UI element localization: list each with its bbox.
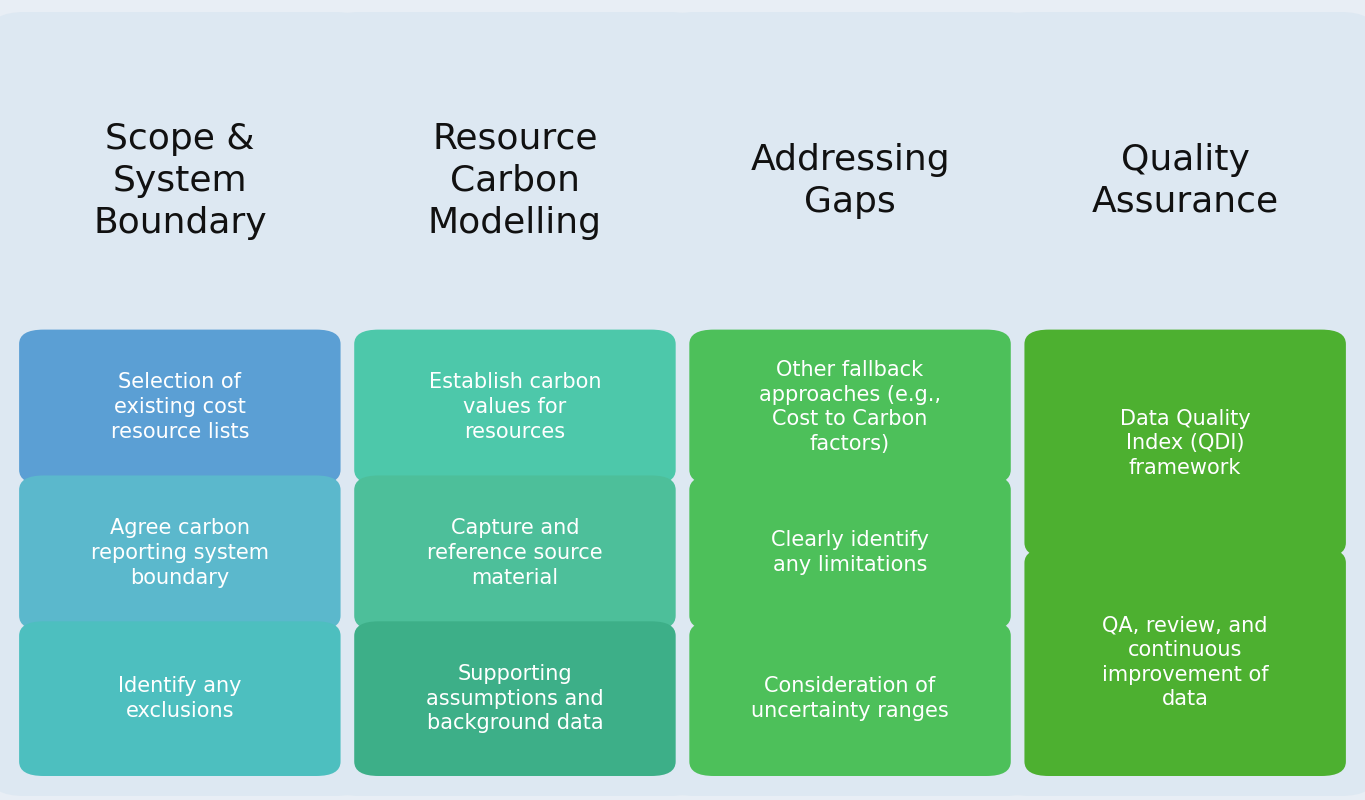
Text: Quality
Assurance: Quality Assurance bbox=[1092, 142, 1279, 219]
Text: QA, review, and
continuous
improvement of
data: QA, review, and continuous improvement o… bbox=[1102, 615, 1268, 710]
FancyBboxPatch shape bbox=[355, 330, 676, 484]
Text: Resource
Carbon
Modelling: Resource Carbon Modelling bbox=[429, 122, 602, 240]
FancyBboxPatch shape bbox=[355, 475, 676, 630]
FancyBboxPatch shape bbox=[19, 622, 341, 776]
FancyBboxPatch shape bbox=[0, 12, 369, 796]
Text: Consideration of
uncertainty ranges: Consideration of uncertainty ranges bbox=[751, 676, 949, 721]
Text: Supporting
assumptions and
background data: Supporting assumptions and background da… bbox=[426, 664, 603, 734]
FancyBboxPatch shape bbox=[1024, 549, 1346, 776]
FancyBboxPatch shape bbox=[326, 12, 704, 796]
Text: Other fallback
approaches (e.g.,
Cost to Carbon
factors): Other fallback approaches (e.g., Cost to… bbox=[759, 360, 940, 454]
Text: Scope &
System
Boundary: Scope & System Boundary bbox=[93, 122, 266, 240]
Text: Agree carbon
reporting system
boundary: Agree carbon reporting system boundary bbox=[91, 518, 269, 587]
FancyBboxPatch shape bbox=[995, 12, 1365, 796]
FancyBboxPatch shape bbox=[689, 622, 1010, 776]
FancyBboxPatch shape bbox=[661, 12, 1040, 796]
FancyBboxPatch shape bbox=[355, 622, 676, 776]
FancyBboxPatch shape bbox=[19, 475, 341, 630]
Text: Selection of
existing cost
resource lists: Selection of existing cost resource list… bbox=[111, 372, 248, 442]
Text: Capture and
reference source
material: Capture and reference source material bbox=[427, 518, 603, 587]
FancyBboxPatch shape bbox=[689, 475, 1010, 630]
Text: Clearly identify
any limitations: Clearly identify any limitations bbox=[771, 530, 930, 575]
Text: Addressing
Gaps: Addressing Gaps bbox=[751, 142, 950, 219]
Text: Establish carbon
values for
resources: Establish carbon values for resources bbox=[429, 372, 601, 442]
Text: Identify any
exclusions: Identify any exclusions bbox=[119, 676, 242, 721]
Text: Data Quality
Index (QDI)
framework: Data Quality Index (QDI) framework bbox=[1119, 409, 1250, 478]
FancyBboxPatch shape bbox=[1024, 330, 1346, 557]
FancyBboxPatch shape bbox=[689, 330, 1010, 484]
FancyBboxPatch shape bbox=[19, 330, 341, 484]
